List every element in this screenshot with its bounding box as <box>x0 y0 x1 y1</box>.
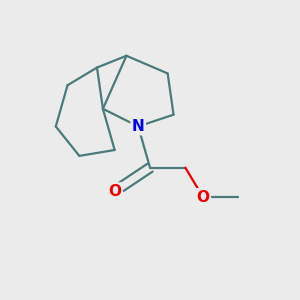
Text: O: O <box>108 184 121 199</box>
Text: O: O <box>196 190 209 205</box>
Text: N: N <box>132 119 145 134</box>
